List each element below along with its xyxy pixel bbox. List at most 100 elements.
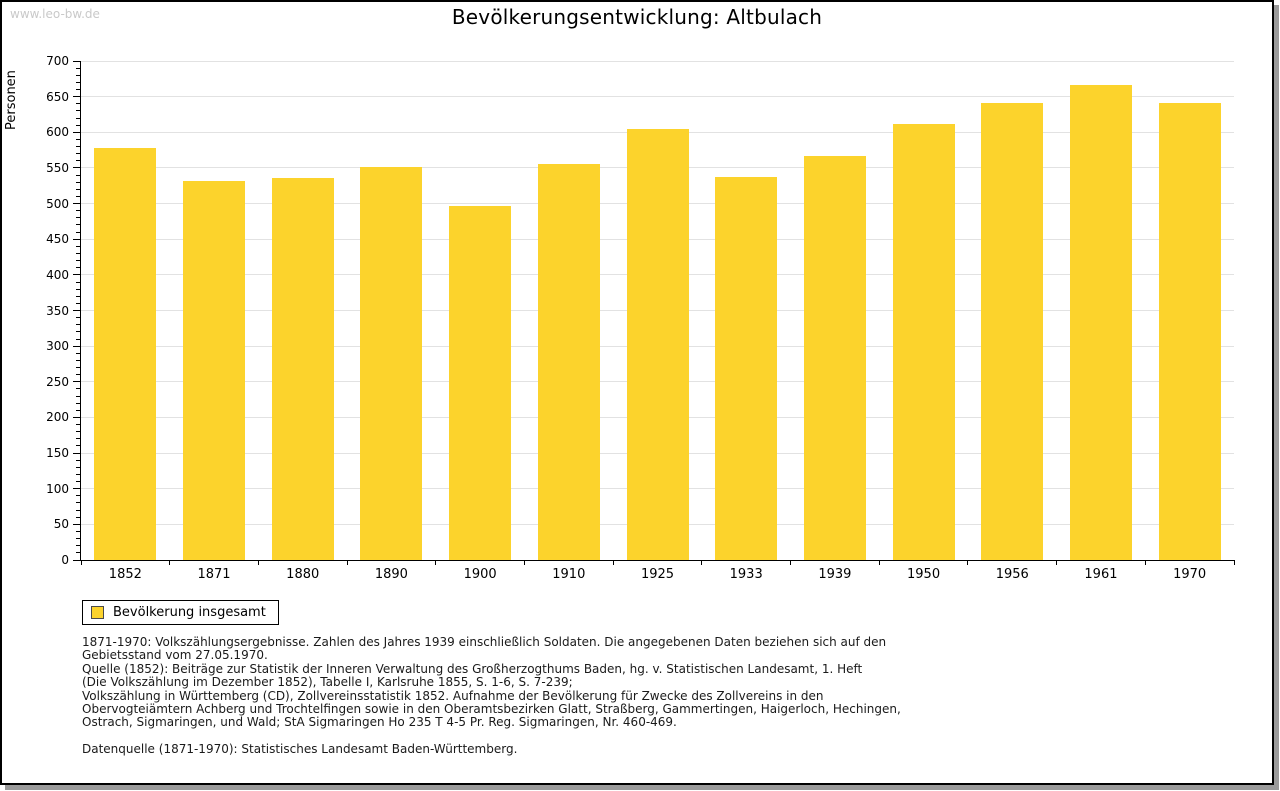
bar [1069, 85, 1132, 560]
legend-box: Bevölkerung insgesamt [82, 600, 279, 625]
y-minor-tick [76, 195, 81, 197]
x-axis-label: 1880 [286, 567, 320, 582]
y-minor-tick [76, 531, 81, 532]
footnote-line: Datenquelle (1871-1970): Statistisches L… [82, 742, 518, 757]
x-tick [790, 560, 792, 565]
y-major-tick [73, 203, 81, 205]
x-axis-label: 1933 [729, 567, 763, 582]
y-minor-tick [76, 431, 81, 433]
y-minor-tick [76, 317, 81, 319]
y-tick-label: 100 [46, 481, 69, 496]
x-tick [701, 560, 703, 565]
y-major-tick [73, 523, 81, 525]
y-minor-tick [76, 438, 81, 440]
gridline [81, 96, 1234, 98]
bar [537, 164, 600, 560]
y-tick-label: 500 [46, 196, 69, 211]
footnote-line: 1871-1970: Volkszählungsergebnisse. Zahl… [82, 635, 887, 649]
x-axis-label: 1900 [463, 567, 497, 582]
watermark-url: www.leo-bw.de [10, 7, 100, 21]
x-tick [346, 560, 348, 565]
y-axis-title: Personen [4, 70, 19, 130]
x-tick [80, 560, 82, 565]
footnote-line: (Die Volkszählung im Dezember 1852), Tab… [82, 675, 573, 690]
x-axis-label: 1890 [374, 567, 408, 582]
y-tick-label: 650 [46, 89, 69, 104]
bar [449, 205, 512, 560]
gridline [81, 60, 1234, 62]
x-tick [1056, 560, 1058, 565]
y-minor-tick [76, 138, 81, 140]
y-major-tick [73, 345, 81, 347]
y-tick-label: 0 [61, 553, 69, 567]
y-major-tick [73, 60, 81, 62]
y-tick-label: 700 [46, 54, 69, 68]
y-major-tick [73, 96, 81, 98]
y-tick-label: 150 [46, 446, 69, 461]
bar [803, 155, 866, 560]
footnotes: 1871-1970: Volkszählungsergebnisse. Zahl… [82, 635, 901, 757]
y-minor-tick [76, 459, 81, 461]
y-minor-tick [76, 281, 81, 283]
y-minor-tick [76, 367, 81, 369]
x-tick [1233, 560, 1235, 565]
x-tick [967, 560, 969, 565]
y-minor-tick [76, 252, 81, 254]
bar [360, 166, 423, 560]
x-axis-label: 1956 [995, 567, 1029, 582]
x-tick [523, 560, 525, 565]
bar [626, 129, 689, 560]
y-minor-tick [76, 210, 81, 212]
footnote-line: Ostrach, Sigmaringen, und Wald; StA Sigm… [82, 715, 677, 730]
y-minor-tick [76, 338, 81, 340]
y-tick-label: 450 [46, 232, 69, 247]
y-tick-label: 350 [46, 303, 69, 318]
y-minor-tick [76, 188, 81, 190]
footnote-line [82, 730, 901, 743]
y-minor-tick [76, 267, 81, 269]
y-tick-label: 400 [46, 267, 69, 282]
y-tick-label: 200 [46, 410, 69, 425]
x-tick [612, 560, 614, 565]
footnote-line: Gebietsstand vom 27.05.1970. [82, 648, 268, 663]
y-minor-tick [76, 302, 81, 304]
bar [892, 124, 955, 560]
x-axis-label: 1939 [818, 567, 852, 582]
y-minor-tick [76, 174, 81, 176]
y-minor-tick [76, 495, 81, 497]
y-major-tick [73, 131, 81, 133]
y-minor-tick [76, 288, 81, 290]
x-tick [169, 560, 171, 565]
y-minor-tick [76, 324, 81, 326]
y-major-tick [73, 559, 81, 561]
y-tick-label: 550 [46, 160, 69, 175]
y-major-tick [73, 381, 81, 383]
y-minor-tick [76, 402, 81, 404]
y-minor-tick [76, 295, 81, 297]
legend-label: Bevölkerung insgesamt [113, 605, 266, 620]
footnote-line: Volkszählung in Württemberg (CD), Zollve… [82, 688, 824, 703]
x-tick [1144, 560, 1146, 565]
x-axis-label: 1970 [1173, 567, 1207, 582]
footnote-line: Quelle (1852): Beiträge zur Statistik de… [82, 661, 863, 676]
y-minor-tick [76, 502, 81, 504]
x-axis-label: 1871 [197, 567, 231, 582]
legend-swatch-icon [91, 606, 104, 619]
y-minor-tick [76, 445, 81, 447]
bar [94, 147, 157, 560]
x-tick [435, 560, 437, 565]
y-tick-label: 600 [46, 125, 69, 140]
y-minor-tick [76, 481, 81, 483]
y-major-tick [73, 310, 81, 311]
y-minor-tick [76, 181, 81, 183]
y-major-tick [73, 416, 81, 418]
y-minor-tick [76, 352, 81, 354]
x-axis-label: 1961 [1084, 567, 1118, 582]
y-minor-tick [76, 409, 81, 411]
y-minor-tick [76, 374, 81, 376]
y-minor-tick [76, 103, 81, 105]
y-major-tick [73, 488, 81, 490]
y-minor-tick [76, 124, 81, 126]
y-minor-tick [76, 224, 81, 226]
x-axis-label: 1852 [108, 567, 142, 582]
